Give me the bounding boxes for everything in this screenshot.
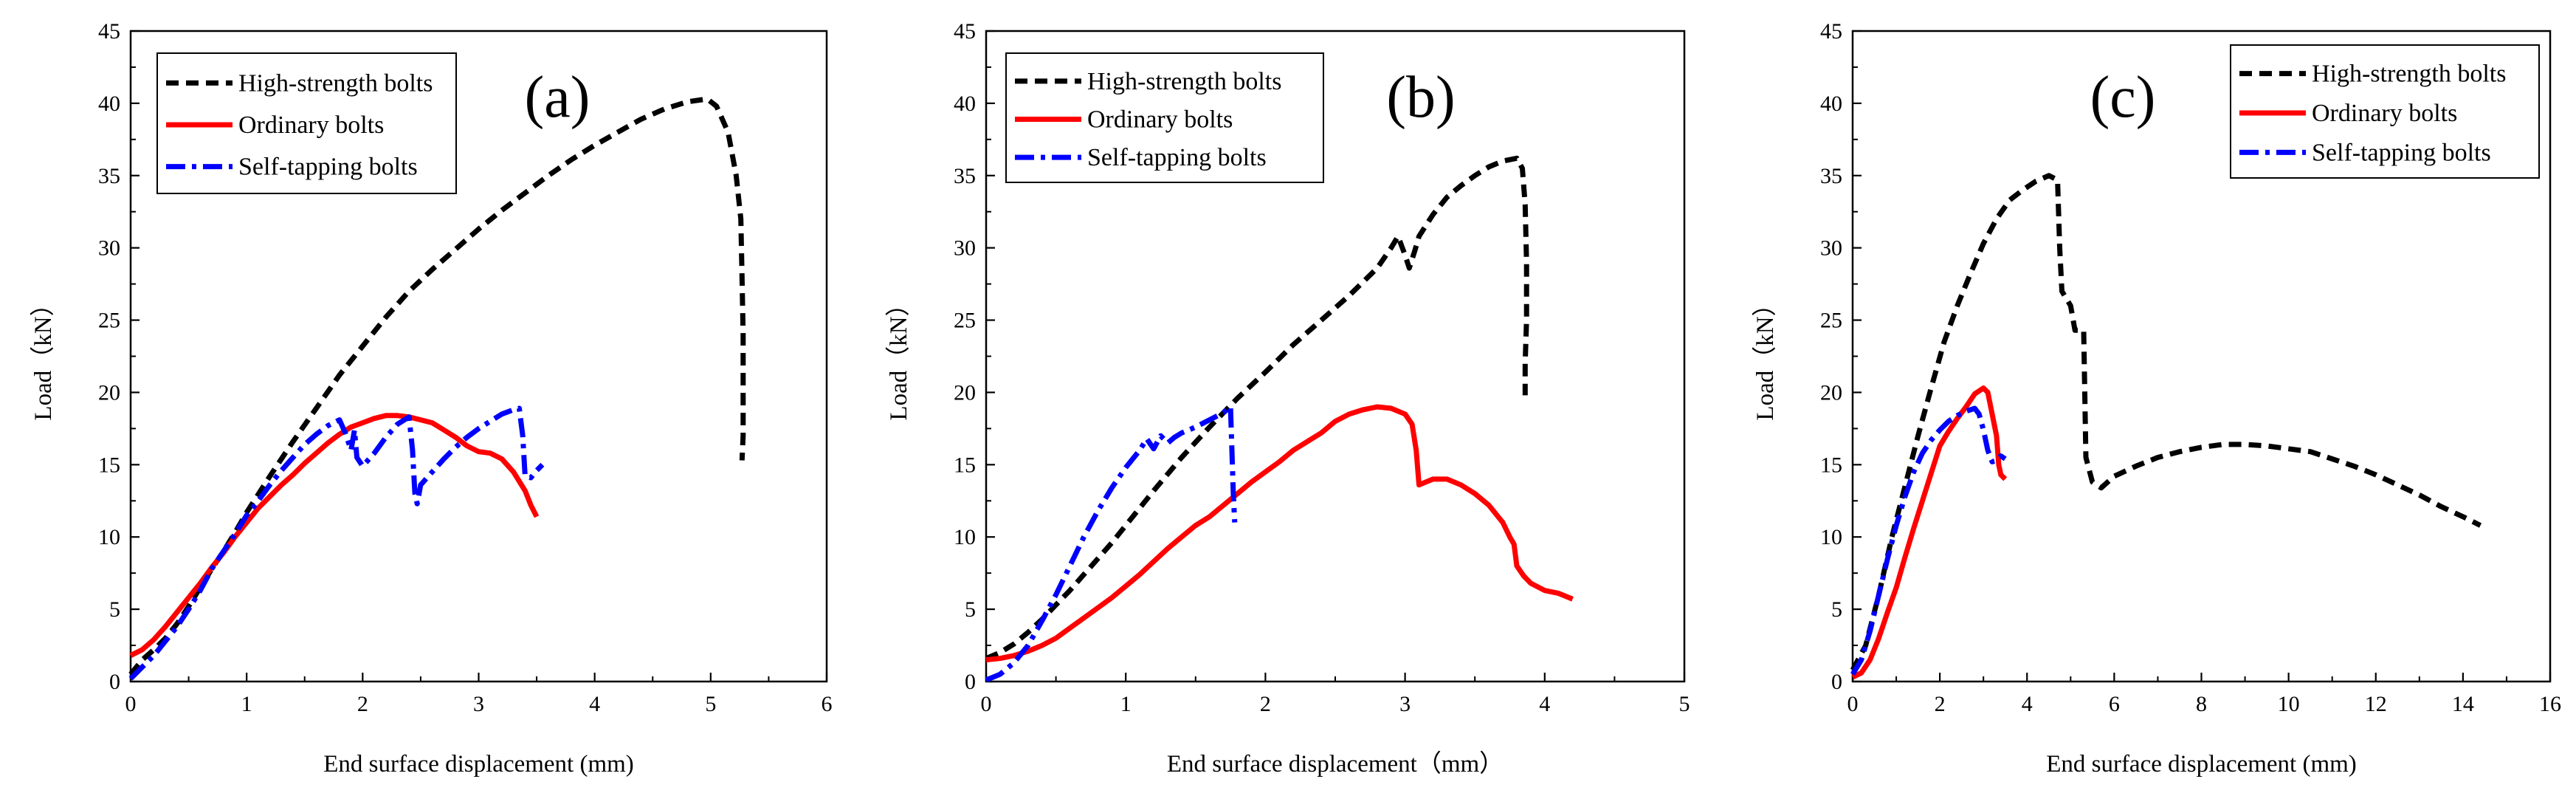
x-axis-title: End surface displacement（mm） (1167, 751, 1504, 778)
y-tick-label: 35 (954, 164, 976, 188)
y-tick-label: 40 (98, 92, 120, 116)
y-tick-label: 40 (1820, 92, 1842, 116)
y-tick-label: 25 (98, 309, 120, 333)
y-tick-label: 30 (98, 236, 120, 261)
y-tick-label: 20 (98, 380, 120, 405)
y-axis-title: Load（kN） (30, 292, 57, 420)
legend: High-strength bolts Ordinary bolts Self-ta… (1005, 52, 1324, 183)
y-tick-label: 10 (1820, 525, 1842, 549)
x-tick-label: 6 (2109, 692, 2120, 716)
y-tick-label: 10 (98, 525, 120, 549)
legend: High-strength bolts Ordinary bolts Self-ta… (156, 52, 457, 194)
y-tick-label: 20 (1820, 380, 1842, 405)
x-tick-label: 5 (705, 692, 716, 716)
y-tick-label: 5 (965, 597, 976, 622)
legend-label: High-strength bolts (238, 69, 433, 97)
y-tick-label: 20 (954, 380, 976, 405)
x-tick-label: 0 (125, 692, 137, 716)
y-tick-label: 15 (1820, 453, 1842, 477)
y-tick-label: 0 (109, 670, 120, 694)
x-tick-label: 5 (1679, 692, 1690, 716)
x-tick-label: 14 (2452, 692, 2474, 716)
x-tick-label: 3 (1399, 692, 1411, 716)
chart-panel-c: 0 2 4 6 8 10 12 14 16 0 5 10 15 20 25 30 35 40 45 End surfa… (1752, 19, 2561, 778)
y-tick-label: 25 (1820, 309, 1842, 333)
y-axis-title: Load（kN） (886, 292, 912, 420)
y-tick-label: 40 (954, 92, 976, 116)
x-tick-label: 16 (2539, 692, 2561, 716)
x-tick-label: 2 (1935, 692, 1946, 716)
x-axis-title: End surface displacement (mm) (2046, 751, 2357, 778)
y-tick-label: 5 (1831, 597, 1842, 622)
y-tick-label: 30 (1820, 236, 1842, 261)
series-line-ordinary-bolts (129, 413, 540, 658)
x-tick-label: 4 (2022, 692, 2033, 716)
x-tick-label: 3 (473, 692, 484, 716)
x-tick-label: 2 (1260, 692, 1271, 716)
legend: High-strength bolts Ordinary bolts Self-ta… (2230, 44, 2540, 179)
legend-label: Ordinary bolts (2312, 100, 2457, 127)
y-tick-label: 45 (98, 19, 120, 44)
y-tick-label: 0 (1831, 670, 1842, 694)
x-tick-label: 6 (822, 692, 833, 716)
legend-label: Self-tapping bolts (1087, 144, 1267, 171)
legend-label: Self-tapping bolts (238, 154, 418, 181)
x-tick-label: 0 (1847, 692, 1859, 716)
y-tick-label: 15 (954, 453, 976, 477)
y-tick-label: 25 (954, 309, 976, 333)
y-tick-label: 35 (1820, 164, 1842, 188)
x-tick-label: 4 (1539, 692, 1550, 716)
series-line-high-strength-bolts (985, 155, 1529, 661)
x-axis-title: End surface displacement (mm) (323, 751, 634, 778)
x-tick-label: 12 (2365, 692, 2387, 716)
panel-label: (c) (2090, 65, 2156, 130)
y-axis-title: Load（kN） (1752, 292, 1779, 420)
series-line-self-tapping-bolts (128, 405, 545, 681)
x-tick-label: 2 (357, 692, 368, 716)
panel-label: (b) (1386, 65, 1455, 130)
legend-label: High-strength bolts (1087, 68, 1281, 95)
y-tick-label: 35 (98, 164, 120, 188)
legend-label: Ordinary bolts (1087, 106, 1233, 134)
y-tick-label: 45 (954, 19, 976, 44)
y-tick-label: 0 (965, 670, 976, 694)
x-tick-label: 1 (1120, 692, 1132, 716)
series-line-self-tapping-bolts (1850, 405, 2007, 676)
series-line-ordinary-bolts (985, 404, 1574, 663)
x-tick-label: 1 (241, 692, 252, 716)
legend-box (156, 52, 457, 194)
series-line-self-tapping-bolts (985, 404, 1238, 683)
y-tick-label: 5 (109, 597, 120, 622)
y-tick-label: 45 (1820, 19, 1842, 44)
legend-label: Ordinary bolts (238, 111, 384, 139)
x-tick-label: 0 (981, 692, 992, 716)
series-line-ordinary-bolts (1851, 385, 2008, 680)
x-tick-label: 4 (589, 692, 600, 716)
x-tick-label: 10 (2278, 692, 2300, 716)
panel-label: (a) (525, 65, 590, 130)
legend-label: Self-tapping bolts (2312, 139, 2491, 166)
series-line-high-strength-bolts (1850, 173, 2482, 671)
x-tick-label: 8 (2196, 692, 2207, 716)
y-tick-label: 30 (954, 236, 976, 261)
y-tick-label: 10 (954, 525, 976, 549)
y-tick-label: 15 (98, 453, 120, 477)
legend-label: High-strength bolts (2312, 61, 2506, 88)
